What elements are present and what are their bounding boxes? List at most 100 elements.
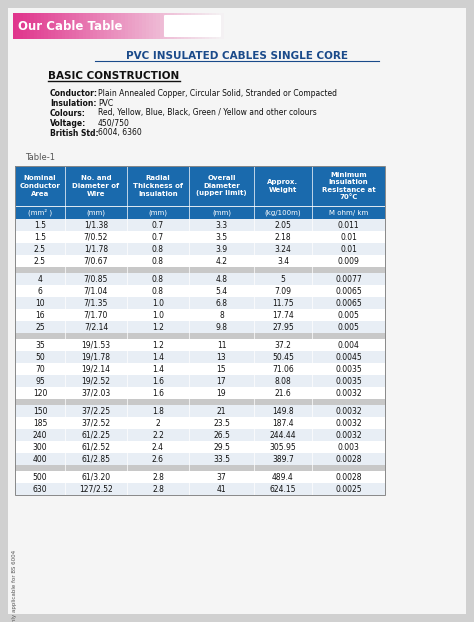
Text: 0.7: 0.7 [152,233,164,241]
Text: 500: 500 [33,473,47,481]
FancyBboxPatch shape [209,13,213,39]
FancyBboxPatch shape [8,8,466,614]
Text: 0.7: 0.7 [152,221,164,230]
Text: 2.05: 2.05 [274,221,292,230]
Text: 150: 150 [33,407,47,415]
Text: 0.0032: 0.0032 [335,430,362,440]
Text: 0.01: 0.01 [340,244,357,254]
Text: Nominal
Conductor
Area: Nominal Conductor Area [19,175,61,197]
FancyBboxPatch shape [15,417,385,429]
Text: 26.5: 26.5 [213,430,230,440]
FancyBboxPatch shape [15,297,385,309]
Text: Plain Annealed Copper, Circular Solid, Stranded or Compacted: Plain Annealed Copper, Circular Solid, S… [98,88,337,98]
Text: 0.0032: 0.0032 [335,419,362,427]
Text: 0.0045: 0.0045 [335,353,362,361]
Text: 400: 400 [33,455,47,463]
Text: 2: 2 [155,419,160,427]
FancyBboxPatch shape [90,13,94,39]
Text: 61/2.52: 61/2.52 [82,442,110,452]
FancyBboxPatch shape [143,13,147,39]
Text: 0.009: 0.009 [337,256,359,266]
FancyBboxPatch shape [177,13,182,39]
Text: 120: 120 [33,389,47,397]
Text: 50.45: 50.45 [272,353,294,361]
FancyBboxPatch shape [15,321,385,333]
Text: 5.4: 5.4 [216,287,228,295]
FancyBboxPatch shape [15,166,385,206]
Text: 61/2.25: 61/2.25 [82,430,110,440]
Text: Approx.
Weight: Approx. Weight [267,179,299,193]
Text: 21.6: 21.6 [274,389,292,397]
Text: 1.5: 1.5 [34,221,46,230]
Text: 17: 17 [217,376,226,386]
Text: Conductor:: Conductor: [50,88,98,98]
FancyBboxPatch shape [15,363,385,375]
FancyBboxPatch shape [191,13,196,39]
Text: 0.0032: 0.0032 [335,407,362,415]
FancyBboxPatch shape [199,13,203,39]
Text: 41: 41 [217,485,226,493]
Text: 27.95: 27.95 [272,322,294,332]
Text: 37/2.52: 37/2.52 [82,419,110,427]
Text: BASIC CONSTRUCTION: BASIC CONSTRUCTION [48,71,179,81]
FancyBboxPatch shape [48,13,53,39]
Text: 0.004: 0.004 [337,340,359,350]
FancyBboxPatch shape [37,13,42,39]
Text: 1.6: 1.6 [152,376,164,386]
Text: 185: 185 [33,419,47,427]
Text: 37: 37 [217,473,227,481]
Text: 4: 4 [37,274,43,284]
Text: 1/1.38: 1/1.38 [84,221,108,230]
Text: 0.0028: 0.0028 [335,455,362,463]
FancyBboxPatch shape [45,13,49,39]
FancyBboxPatch shape [121,13,126,39]
Text: 0.8: 0.8 [152,256,164,266]
Text: 3.5: 3.5 [216,233,228,241]
FancyBboxPatch shape [15,465,385,471]
FancyBboxPatch shape [20,13,25,39]
FancyBboxPatch shape [104,13,109,39]
FancyBboxPatch shape [188,13,192,39]
Text: 3.9: 3.9 [216,244,228,254]
Text: 19/1.78: 19/1.78 [82,353,110,361]
Text: 0.0065: 0.0065 [335,299,362,307]
Text: 7.09: 7.09 [274,287,292,295]
Text: 0.005: 0.005 [337,310,359,320]
Text: Minimum
Insulation
Resistance at
70°C: Minimum Insulation Resistance at 70°C [322,172,375,200]
FancyBboxPatch shape [15,399,385,405]
FancyBboxPatch shape [15,243,385,255]
Text: 4.8: 4.8 [216,274,228,284]
Text: 1.5: 1.5 [34,233,46,241]
Text: 29.5: 29.5 [213,442,230,452]
FancyBboxPatch shape [93,13,98,39]
FancyBboxPatch shape [65,13,70,39]
FancyBboxPatch shape [195,13,200,39]
Text: 1.2: 1.2 [152,340,164,350]
Text: 19/2.14: 19/2.14 [82,364,110,373]
FancyBboxPatch shape [15,309,385,321]
Text: 13: 13 [217,353,226,361]
Text: 95: 95 [35,376,45,386]
FancyBboxPatch shape [181,13,185,39]
Text: 7/0.67: 7/0.67 [84,256,108,266]
FancyBboxPatch shape [153,13,157,39]
FancyBboxPatch shape [15,339,385,351]
FancyBboxPatch shape [34,13,38,39]
Text: 0.8: 0.8 [152,287,164,295]
Text: 2.8: 2.8 [152,473,164,481]
Text: 1.0: 1.0 [152,310,164,320]
Text: 450/750: 450/750 [98,119,130,128]
Text: 0.01: 0.01 [340,233,357,241]
FancyBboxPatch shape [108,13,112,39]
Text: 7/1.35: 7/1.35 [84,299,108,307]
FancyBboxPatch shape [15,405,385,417]
Text: 35: 35 [35,340,45,350]
Text: 244.44: 244.44 [270,430,296,440]
FancyBboxPatch shape [30,13,35,39]
Text: 10: 10 [35,299,45,307]
FancyBboxPatch shape [80,13,84,39]
FancyBboxPatch shape [17,13,21,39]
FancyBboxPatch shape [115,13,119,39]
Text: 8.08: 8.08 [274,376,292,386]
Text: 25: 25 [35,322,45,332]
